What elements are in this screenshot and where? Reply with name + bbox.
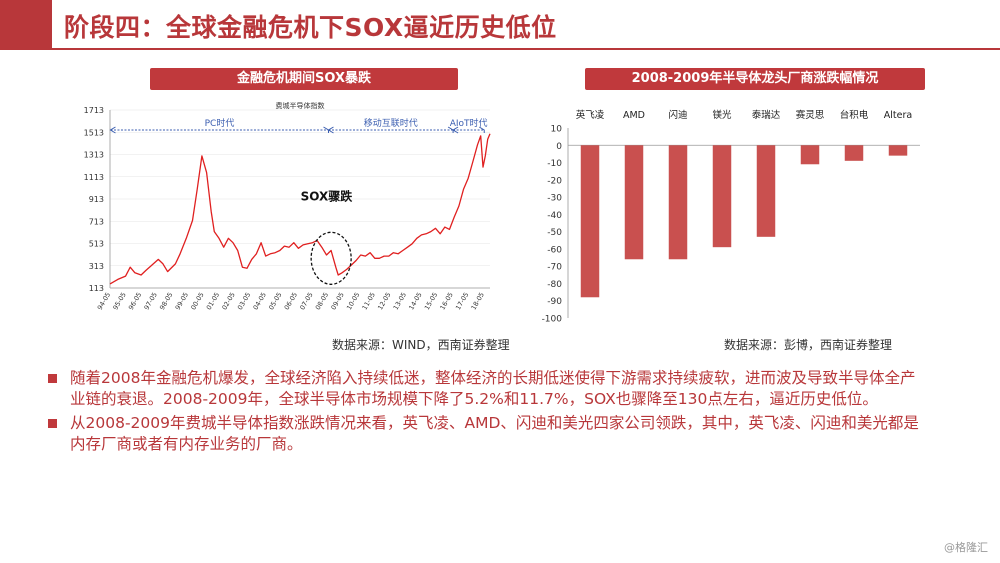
y-tick-label: -50	[547, 228, 562, 238]
y-tick-label: -20	[547, 176, 562, 186]
left-chart-header: 金融危机期间SOX暴跌	[150, 68, 458, 90]
era-arrowhead-right	[478, 126, 485, 133]
x-tick-label: 98-05	[158, 291, 174, 311]
watermark: @格隆汇	[944, 541, 988, 554]
x-tick-label: 95-05	[111, 291, 127, 311]
era-arrowhead-left	[109, 126, 116, 134]
bullet-list: 随着2008年金融危机爆发，全球经济陷入持续低迷，整体经济的长期低迷使得下游需求…	[40, 368, 920, 458]
x-tick-label: 04-05	[252, 291, 268, 311]
y-tick-label: -100	[542, 315, 563, 325]
y-tick-label: 1113	[84, 173, 104, 182]
bar	[756, 145, 776, 237]
line-chart-title: 费城半导体指数	[276, 101, 325, 110]
y-tick-label: -60	[547, 245, 562, 255]
x-tick-label: 94-05	[96, 291, 112, 311]
category-label: 台积电	[840, 109, 869, 121]
x-tick-label: 00-05	[189, 291, 205, 311]
title-rule	[52, 48, 1000, 50]
x-tick-label: 11-05	[361, 291, 377, 311]
left-source: 数据来源：WIND，西南证券整理	[332, 338, 510, 352]
x-tick-label: 99-05	[174, 291, 190, 311]
era-label: PC时代	[205, 117, 235, 129]
x-tick-label: 08-05	[314, 291, 330, 311]
bar	[888, 145, 908, 156]
y-tick-label: 1513	[84, 128, 104, 137]
x-tick-label: 18-05	[470, 291, 486, 311]
right-chart-header: 2008-2009年半导体龙头厂商涨跌幅情况	[585, 68, 925, 90]
x-tick-label: 17-05	[454, 291, 470, 311]
right-source: 数据来源：彭博，西南证券整理	[724, 338, 893, 352]
x-tick-label: 15-05	[423, 291, 439, 311]
y-tick-label: 10	[551, 125, 563, 135]
era-label: 移动互联时代	[364, 117, 418, 129]
y-tick-label: 713	[89, 217, 104, 226]
x-tick-label: 96-05	[127, 291, 143, 311]
x-tick-label: 05-05	[267, 291, 283, 311]
era-arrowhead-left	[327, 126, 334, 134]
y-tick-label: 0	[556, 142, 562, 152]
era-label: AIoT时代	[450, 117, 488, 129]
y-tick-label: -90	[547, 297, 562, 307]
bar	[712, 145, 732, 248]
bullet-text: 随着2008年金融危机爆发，全球经济陷入持续低迷，整体经济的长期低迷使得下游需求…	[70, 369, 916, 408]
bar	[668, 145, 688, 260]
bar	[800, 145, 820, 165]
y-tick-label: -30	[547, 194, 562, 204]
y-tick-label: 513	[89, 240, 104, 249]
bullet-item: 随着2008年金融危机爆发，全球经济陷入持续低迷，整体经济的长期低迷使得下游需求…	[40, 368, 920, 410]
x-tick-label: 97-05	[143, 291, 159, 311]
bullet-square-icon	[48, 374, 57, 383]
x-tick-label: 01-05	[205, 291, 221, 311]
bullet-text: 从2008-2009年费城半导体指数涨跌情况来看，英飞凌、AMD、闪迪和美光四家…	[70, 414, 919, 453]
y-tick-label: 313	[89, 262, 104, 271]
category-label: 泰瑞达	[752, 109, 781, 121]
x-tick-label: 07-05	[298, 291, 314, 311]
y-tick-label: 913	[89, 195, 104, 204]
slide-title: 阶段四：全球金融危机下SOX逼近历史低位	[64, 13, 557, 42]
category-label: Altera	[884, 110, 912, 121]
bar	[624, 145, 644, 260]
bar	[580, 145, 600, 298]
category-label: 闪迪	[668, 109, 688, 121]
title-bar: 阶段四：全球金融危机下SOX逼近历史低位	[0, 0, 1000, 50]
x-tick-label: 10-05	[345, 291, 361, 311]
title-accent-block	[0, 0, 52, 50]
y-tick-label: -80	[547, 280, 562, 290]
x-tick-label: 02-05	[220, 291, 236, 311]
category-label: 英飞凌	[576, 109, 605, 121]
y-tick-label: -10	[547, 159, 562, 169]
bullet-item: 从2008-2009年费城半导体指数涨跌情况来看，英飞凌、AMD、闪迪和美光四家…	[40, 413, 920, 455]
category-label: 赛灵思	[796, 109, 825, 121]
x-tick-label: 13-05	[392, 291, 408, 311]
bar-chart: 10 0 -10 -20 -30 -40 -50 -60 -70 -80 -90 -100 英飞凌 AMD…	[542, 109, 920, 325]
crash-highlight-circle	[310, 231, 352, 285]
x-tick-label: 03-05	[236, 291, 252, 311]
y-tick-label: 113	[89, 284, 104, 293]
y-tick-label: 1313	[84, 151, 104, 160]
y-tick-label: -40	[547, 211, 562, 221]
category-label: 镁光	[712, 109, 732, 121]
x-tick-label: 16-05	[438, 291, 454, 311]
x-tick-label: 14-05	[407, 291, 423, 311]
era-arrowhead-left	[452, 126, 459, 134]
y-tick-label: 1713	[84, 106, 104, 115]
bar	[844, 145, 864, 161]
sox-series-line	[109, 133, 491, 285]
x-tick-label: 09-05	[329, 291, 345, 311]
x-tick-label: 12-05	[376, 291, 392, 311]
y-tick-label: -70	[547, 263, 562, 273]
sox-line-chart: 费城半导体指数 113 313 513 713 913 1113 1313 1513 1713 94…	[84, 101, 491, 311]
category-label: AMD	[623, 110, 645, 121]
bullet-square-icon	[48, 419, 57, 428]
x-tick-label: 06-05	[283, 291, 299, 311]
crash-annotation: SOX骤跌	[301, 188, 354, 203]
